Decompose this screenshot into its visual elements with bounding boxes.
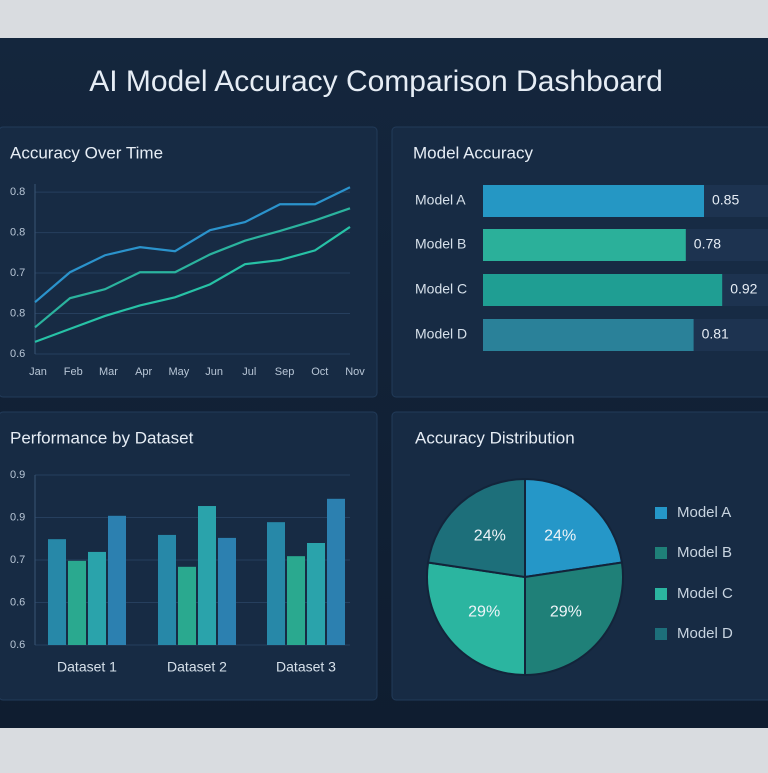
- legend-label: Model A: [677, 504, 731, 521]
- category-label: Model C: [415, 281, 467, 297]
- slice-label: 24%: [474, 527, 506, 544]
- legend-swatch: [655, 547, 667, 559]
- x-tick-label: Sep: [275, 366, 295, 378]
- y-tick-label: 0.8: [10, 186, 25, 198]
- bar: [287, 556, 305, 645]
- pie-slice: [426, 561, 526, 677]
- x-tick-label: Apr: [135, 366, 152, 378]
- y-tick-label: 0.8: [10, 226, 25, 238]
- pie-slice: [524, 561, 624, 677]
- x-tick-label: Jul: [242, 366, 256, 378]
- dashboard-title: AI Model Accuracy Comparison Dashboard: [89, 65, 663, 98]
- y-tick-label: 0.9: [10, 511, 25, 523]
- x-tick-label: Oct: [311, 366, 328, 378]
- bar: [483, 274, 723, 306]
- legend-label: Model B: [677, 544, 732, 561]
- panel: [0, 126, 378, 398]
- line-series: [34, 207, 351, 329]
- x-tick-label: Nov: [345, 366, 365, 378]
- bar: [267, 522, 285, 645]
- bar: [158, 534, 176, 645]
- chart-title: Model Accuracy: [413, 143, 533, 162]
- slice-label: 29%: [468, 603, 500, 620]
- legend-swatch: [655, 507, 667, 519]
- line-series: [34, 225, 351, 343]
- category-label: Model A: [415, 192, 466, 208]
- value-label: 0.85: [712, 192, 739, 208]
- legend-swatch: [655, 628, 667, 640]
- x-tick-label: Dataset 2: [167, 659, 227, 675]
- x-tick-label: Dataset 3: [276, 659, 336, 675]
- slice-label: 24%: [544, 527, 576, 544]
- bar: [483, 229, 686, 261]
- bar: [88, 551, 106, 645]
- slice-label: 29%: [550, 603, 582, 620]
- value-label: 0.78: [694, 236, 721, 252]
- x-tick-label: Feb: [64, 366, 83, 378]
- bar: [198, 506, 216, 645]
- y-tick-label: 0.9: [10, 469, 25, 481]
- x-tick-label: Jun: [205, 366, 223, 378]
- bar: [327, 498, 345, 645]
- x-tick-label: May: [168, 366, 189, 378]
- category-label: Model B: [415, 236, 466, 252]
- x-tick-label: Dataset 1: [57, 659, 117, 675]
- bar: [483, 319, 694, 351]
- y-tick-label: 0.6: [10, 639, 25, 651]
- pie-slice: [426, 477, 526, 579]
- bar: [178, 566, 196, 645]
- y-tick-label: 0.7: [10, 267, 25, 279]
- panel: [391, 126, 768, 398]
- x-tick-label: Jan: [29, 366, 47, 378]
- value-label: 0.81: [702, 326, 729, 342]
- bar: [68, 560, 86, 645]
- y-tick-label: 0.8: [10, 307, 25, 319]
- chart-title: Performance by Dataset: [10, 428, 194, 447]
- y-tick-label: 0.6: [10, 348, 25, 360]
- bar: [307, 543, 325, 645]
- line-series: [34, 186, 351, 304]
- bar: [48, 539, 66, 645]
- category-label: Model D: [415, 326, 467, 342]
- y-tick-label: 0.7: [10, 554, 25, 566]
- bar: [483, 185, 704, 217]
- bar: [218, 537, 236, 645]
- bar: [108, 515, 126, 645]
- y-tick-label: 0.6: [10, 596, 25, 608]
- pie-slice: [524, 477, 624, 579]
- legend-label: Model D: [677, 625, 733, 642]
- value-label: 0.92: [730, 281, 757, 297]
- legend-label: Model C: [677, 585, 733, 602]
- x-tick-label: Mar: [99, 366, 118, 378]
- chart-title: Accuracy Distribution: [415, 428, 575, 447]
- legend-swatch: [655, 588, 667, 600]
- chart-title: Accuracy Over Time: [10, 143, 163, 162]
